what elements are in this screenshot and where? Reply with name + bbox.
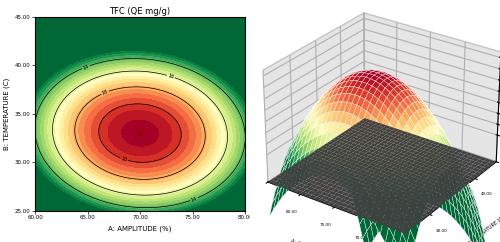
Text: 14: 14 (190, 196, 198, 203)
Text: 16: 16 (167, 73, 174, 80)
Text: 18: 18 (101, 89, 109, 96)
Text: 20: 20 (120, 156, 128, 163)
Y-axis label: B: TEMPERATURE (C): B: TEMPERATURE (C) (463, 214, 500, 242)
X-axis label: A: AMPLITUDE (%): A: AMPLITUDE (%) (290, 239, 333, 242)
X-axis label: A: AMPLITUDE (%): A: AMPLITUDE (%) (108, 225, 172, 232)
Title: TFC (QE mg/g): TFC (QE mg/g) (110, 7, 170, 16)
Y-axis label: B: TEMPERATURE (C): B: TEMPERATURE (C) (3, 78, 10, 150)
Text: 14: 14 (82, 64, 90, 70)
